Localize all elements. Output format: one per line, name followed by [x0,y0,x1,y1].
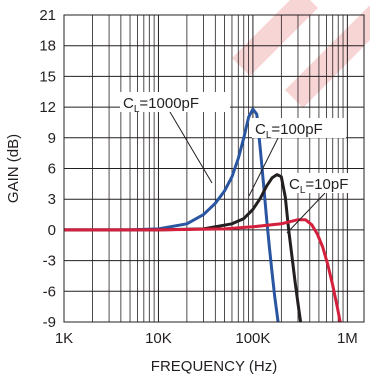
x-axis-label: FREQUENCY (Hz) [151,358,277,375]
annotations: CL=1000pF CL=100pF CL=10pF [120,92,367,196]
annotation-box-0 [120,92,230,112]
annotation-leader-0 [169,111,213,184]
annotation-leader-2 [286,192,326,234]
series-line-2 [64,218,342,323]
y-tick-label: 21 [39,7,56,24]
x-tick-label: 1M [337,330,358,347]
y-tick-label: 9 [48,130,56,147]
y-tick-label: 0 [48,222,56,239]
x-tick-label: 100K [235,330,270,347]
y-tick-label: 15 [39,68,56,85]
annotation-leaders [169,111,326,234]
y-tick-label: -9 [43,314,56,331]
y-tick-label: 18 [39,38,56,55]
y-tick-label: 12 [39,99,56,116]
y-tick-label: 3 [48,191,56,208]
series-group [64,107,342,323]
x-tick-label: 1K [55,330,73,347]
y-tick-label: 6 [48,161,56,178]
annotation-label-0: CL=1000pF [123,95,199,115]
annotation-leader-1 [248,137,279,197]
watermark-stroke [285,5,370,108]
watermark [232,0,370,108]
y-tick-labels: 21 18 15 12 9 6 3 0 -3 -6 -9 [39,7,56,331]
plot-frame [63,14,365,323]
annotation-label-2: CL=10pF [289,176,348,196]
watermark-stroke [232,0,318,76]
annotation-box-1 [252,118,346,138]
y-tick-label: -3 [43,253,56,270]
x-tick-labels: 1K 10K 100K 1M [55,330,358,347]
series-line-1 [64,173,303,323]
series-line-0 [64,107,280,323]
y-axis-label: GAIN (dB) [5,134,22,203]
annotation-box-2 [287,173,367,193]
y-tick-label: -6 [43,283,56,300]
annotation-label-1: CL=100pF [255,121,323,141]
x-tick-label: 10K [145,330,172,347]
